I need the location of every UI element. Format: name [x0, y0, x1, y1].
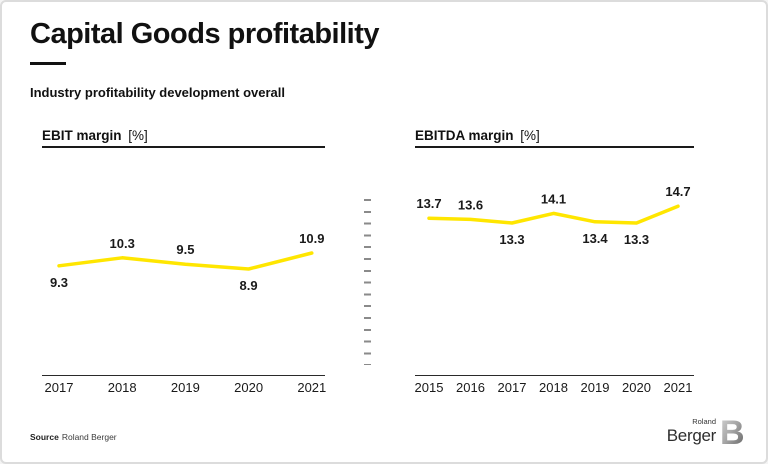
- x-tick-label: 2021: [663, 380, 693, 395]
- data-point-label: 10.3: [110, 236, 135, 251]
- chart-unit-label: [%]: [520, 128, 540, 143]
- x-tick-label: 2019: [170, 380, 200, 395]
- page-title: Capital Goods profitability: [30, 18, 380, 50]
- ebitda-margin-chart: EBITDA margin [%] 13.7 13.6 13.3 14.1 13.4 13…: [415, 128, 694, 398]
- data-point-label: 14.7: [665, 184, 690, 199]
- logo-berger-text: Berger: [666, 425, 717, 445]
- ebit-line-plot: 9.3 10.3 9.5 8.9 10.9: [50, 231, 324, 293]
- ebitda-x-axis: 2015 2016 2017 2018 2019 2020 2021: [415, 376, 694, 398]
- logo-b-icon: B: [721, 415, 744, 447]
- data-point-label: 13.3: [624, 232, 649, 247]
- roland-berger-logo: Roland Berger B: [667, 415, 744, 447]
- ebit-x-axis: 2017 2018 2019 2020 2021: [42, 376, 327, 398]
- ebit-margin-chart: EBIT margin [%] 9.3 10.3 9.5 8.9 10.9 2017 20…: [42, 128, 327, 398]
- chart-unit-label: [%]: [128, 128, 148, 143]
- data-point-label: 14.1: [541, 191, 566, 206]
- chart-title-ebit: EBIT margin [%]: [42, 128, 325, 148]
- x-tick-label: 2018: [107, 380, 137, 395]
- chart-title-text: EBIT margin: [42, 128, 122, 143]
- ebit-plot-area: 9.3 10.3 9.5 8.9 10.9: [42, 148, 325, 376]
- series-line: [427, 204, 680, 225]
- logo-roland-text: Roland: [692, 417, 716, 427]
- x-tick-label: 2021: [297, 380, 327, 395]
- data-point-label: 9.5: [176, 242, 194, 257]
- x-tick-label: 2020: [234, 380, 264, 395]
- chart-title-ebitda: EBITDA margin [%]: [415, 128, 694, 148]
- x-tick-label: 2017: [44, 380, 74, 395]
- dashed-divider: [364, 199, 371, 365]
- x-tick-label: 2020: [622, 380, 651, 395]
- title-underline: [30, 62, 66, 65]
- chart-title-text: EBITDA margin: [415, 128, 514, 143]
- source-text: Roland Berger: [61, 432, 117, 442]
- x-tick-label: 2015: [414, 380, 444, 395]
- data-point-label: 13.4: [582, 231, 608, 246]
- data-point-label: 13.7: [416, 196, 441, 211]
- source-label: Source: [30, 432, 59, 442]
- data-point-label: 9.3: [50, 275, 68, 290]
- series-line: [57, 251, 314, 271]
- source-note: Source Roland Berger: [30, 432, 117, 442]
- x-tick-label: 2016: [456, 380, 485, 395]
- data-point-label: 8.9: [240, 278, 258, 293]
- ebitda-line-plot: 13.7 13.6 13.3 14.1 13.4 13.3 14.7: [416, 184, 690, 247]
- svg-text:B: B: [721, 415, 744, 447]
- x-tick-label: 2019: [580, 380, 610, 395]
- data-point-label: 13.6: [458, 197, 483, 212]
- ebitda-plot-area: 13.7 13.6 13.3 14.1 13.4 13.3 14.7: [415, 148, 694, 376]
- x-tick-label: 2017: [497, 380, 527, 395]
- x-tick-label: 2018: [539, 380, 568, 395]
- logo-wordmark: Roland Berger: [666, 417, 717, 445]
- page-subtitle: Industry profitability development overa…: [30, 85, 285, 100]
- data-point-label: 13.3: [499, 232, 524, 247]
- data-point-label: 10.9: [299, 231, 324, 246]
